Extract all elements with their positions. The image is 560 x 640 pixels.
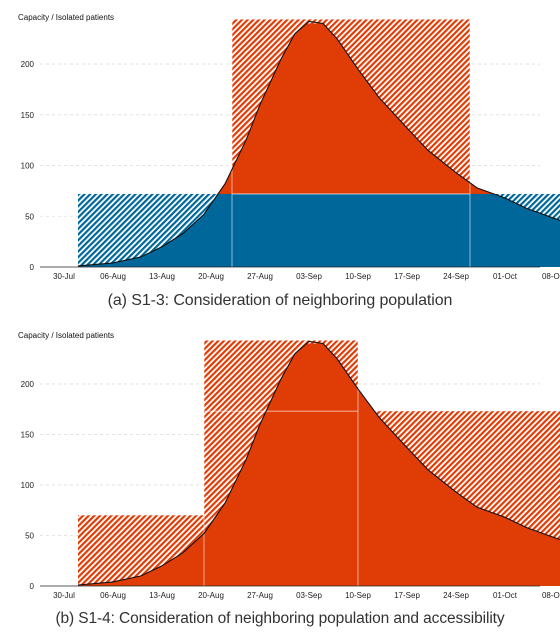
y-tick-label: 150 (21, 430, 35, 439)
patients-fill-group-3 (470, 23, 560, 267)
patients-fill-under (232, 193, 470, 267)
chart-panel-a: 0 50 100 150 200 30-Jul 06-Aug 13-Aug 20-Aug 27-A… (18, 13, 560, 309)
x-tick-label: 08-Oct (542, 591, 560, 600)
chart-b: 0 50 100 150 200 30-Jul 06-Aug 13-Aug 20-Aug 27-A… (21, 340, 560, 600)
x-tick-label: 20-Aug (198, 272, 224, 281)
x-tick-label: 06-Aug (100, 272, 126, 281)
chart-a: 0 50 100 150 200 30-Jul 06-Aug 13-Aug 20-Aug 27-A… (21, 19, 560, 281)
y-tick-label: 50 (25, 531, 34, 540)
x-tick-label: 30-Jul (53, 591, 75, 600)
y-axis-label-a: Capacity / Isolated patients (18, 13, 115, 22)
x-tick-label: 10-Sep (345, 591, 371, 600)
y-tick-label: 0 (30, 263, 35, 272)
y-tick-label: 50 (25, 212, 34, 221)
x-tick-label: 17-Sep (394, 591, 420, 600)
y-tick-label: 100 (21, 162, 35, 171)
patients-line (77, 340, 560, 586)
x-tick-label: 17-Sep (394, 272, 420, 281)
x-tick-label: 27-Aug (247, 591, 273, 600)
x-tick-label: 30-Jul (53, 272, 75, 281)
x-tick-label: 24-Sep (443, 591, 469, 600)
y-tick-label: 0 (30, 582, 35, 591)
x-tick-label: 24-Sep (443, 272, 469, 281)
x-tick-label: 13-Aug (149, 272, 175, 281)
x-tick-label: 01-Oct (493, 591, 518, 600)
y-tick-label: 150 (21, 111, 35, 120)
y-tick-label: 200 (21, 380, 35, 389)
x-tick-label: 13-Aug (149, 591, 175, 600)
chart-panel-b: 0 50 100 150 200 30-Jul 06-Aug 13-Aug 20-Aug 27-A… (0, 320, 560, 640)
caption-a: (a) S1-3: Consideration of neighboring p… (107, 292, 453, 309)
x-tick-label: 03-Sep (296, 591, 322, 600)
caption-b: (b) S1-4: Consideration of neighboring p… (55, 610, 505, 627)
x-tick-label: 10-Sep (345, 272, 371, 281)
y-tick-label: 200 (21, 60, 35, 69)
x-tick-label: 06-Aug (100, 591, 126, 600)
x-tick-label: 20-Aug (198, 591, 224, 600)
y-tick-label: 100 (21, 481, 35, 490)
patients-line (77, 20, 560, 267)
x-tick-label: 03-Sep (296, 272, 322, 281)
x-tick-label: 01-Oct (493, 272, 518, 281)
x-tick-label: 27-Aug (247, 272, 273, 281)
y-axis-label-b: Capacity / Isolated patients (18, 331, 115, 340)
x-tick-label: 08-Oct (542, 272, 560, 281)
